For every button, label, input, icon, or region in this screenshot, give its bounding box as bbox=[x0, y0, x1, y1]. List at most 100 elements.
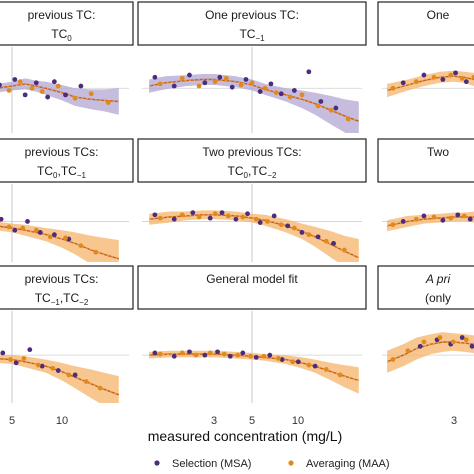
confidence-band bbox=[387, 70, 474, 98]
point-maa bbox=[463, 337, 469, 343]
point-maa bbox=[235, 352, 241, 358]
point-msa bbox=[467, 216, 473, 222]
x-axis-label: measured concentration (mg/L) bbox=[148, 428, 343, 444]
point-maa bbox=[390, 357, 396, 362]
x-tick-label: 5 bbox=[9, 415, 15, 427]
confidence-band bbox=[0, 78, 119, 115]
point-msa bbox=[455, 212, 461, 218]
panel-plot bbox=[0, 184, 129, 262]
point-maa bbox=[238, 82, 244, 88]
point-maa bbox=[278, 222, 284, 228]
point-maa bbox=[413, 79, 419, 85]
point-maa bbox=[55, 83, 61, 89]
point-msa bbox=[257, 220, 263, 225]
panel-title: previous TC: bbox=[28, 8, 96, 22]
point-msa bbox=[217, 74, 223, 80]
panel-p02: One bbox=[377, 1, 474, 98]
point-msa bbox=[279, 357, 285, 362]
point-msa bbox=[245, 211, 250, 217]
point-msa bbox=[227, 353, 233, 359]
legend-label-msa: Selection (MSA) bbox=[172, 458, 251, 470]
point-msa bbox=[463, 79, 469, 85]
panel-strip bbox=[137, 138, 367, 183]
point-maa bbox=[179, 212, 185, 218]
point-msa bbox=[207, 215, 213, 221]
point-maa bbox=[461, 213, 467, 219]
point-maa bbox=[50, 365, 56, 371]
point-msa bbox=[421, 72, 427, 78]
panel-p00: previous TC: TC0​ bbox=[0, 1, 134, 133]
point-maa bbox=[39, 89, 45, 94]
point-maa bbox=[157, 81, 163, 87]
fit-curve-dots bbox=[386, 341, 474, 363]
point-maa bbox=[196, 214, 202, 220]
point-msa bbox=[51, 79, 57, 85]
point-maa bbox=[287, 94, 293, 100]
x-tick-label: 10 bbox=[56, 415, 68, 427]
point-msa bbox=[215, 349, 220, 355]
point-maa bbox=[448, 72, 454, 78]
point-msa bbox=[171, 353, 177, 359]
point-msa bbox=[33, 80, 39, 86]
panel-p21: General model fit bbox=[137, 265, 367, 403]
point-msa bbox=[0, 82, 2, 88]
point-maa bbox=[66, 372, 72, 378]
point-maa bbox=[6, 88, 12, 93]
panel-strip bbox=[0, 138, 134, 183]
point-maa bbox=[437, 335, 443, 340]
point-maa bbox=[17, 79, 23, 85]
point-msa bbox=[63, 92, 68, 98]
point-maa bbox=[47, 234, 53, 240]
point-msa bbox=[417, 343, 423, 349]
point-maa bbox=[193, 352, 199, 358]
panel-title: One previous TC: bbox=[205, 8, 299, 22]
panel-strip bbox=[137, 265, 367, 310]
point-msa bbox=[13, 360, 19, 366]
point-maa bbox=[157, 215, 163, 221]
panel-title: Two bbox=[427, 145, 449, 159]
point-maa bbox=[33, 227, 39, 233]
point-msa bbox=[440, 77, 446, 82]
point-maa bbox=[290, 359, 296, 365]
point-maa bbox=[249, 80, 255, 86]
point-msa bbox=[400, 80, 406, 86]
x-tick-label: 3 bbox=[211, 415, 217, 427]
point-maa bbox=[323, 238, 329, 244]
panel-subtitle: TC0​,TC−1​ bbox=[37, 164, 86, 180]
point-maa bbox=[207, 350, 213, 356]
point-msa bbox=[78, 83, 84, 89]
point-maa bbox=[421, 339, 427, 345]
point-msa bbox=[285, 223, 291, 229]
point-msa bbox=[187, 349, 192, 355]
point-maa bbox=[240, 214, 246, 220]
point-msa bbox=[152, 350, 158, 356]
point-maa bbox=[72, 95, 78, 101]
point-msa bbox=[253, 354, 259, 360]
point-maa bbox=[390, 222, 396, 228]
point-maa bbox=[157, 351, 163, 357]
point-maa bbox=[328, 107, 334, 113]
point-maa bbox=[212, 79, 218, 85]
point-msa bbox=[171, 83, 177, 89]
point-maa bbox=[212, 211, 218, 217]
point-maa bbox=[93, 249, 99, 255]
panel-strip bbox=[377, 1, 474, 46]
panel-plot bbox=[142, 311, 362, 403]
point-maa bbox=[291, 225, 297, 231]
panel-title: previous TCs: bbox=[25, 145, 99, 159]
point-msa bbox=[0, 216, 4, 222]
point-maa bbox=[29, 85, 35, 91]
point-msa bbox=[12, 77, 18, 82]
panel-plot bbox=[382, 70, 474, 98]
confidence-band bbox=[387, 211, 474, 232]
panel-strip bbox=[377, 265, 474, 310]
panel-title: A pri bbox=[425, 272, 451, 286]
point-maa bbox=[179, 75, 185, 81]
point-msa bbox=[306, 69, 312, 75]
panel-plot bbox=[142, 47, 362, 133]
panel-subtitle: TC−1​ bbox=[239, 27, 265, 43]
point-msa bbox=[315, 234, 321, 240]
panel-subtitle: TC−1​,TC−2​ bbox=[35, 291, 89, 307]
fit-curve bbox=[0, 358, 120, 396]
point-msa bbox=[45, 94, 51, 100]
